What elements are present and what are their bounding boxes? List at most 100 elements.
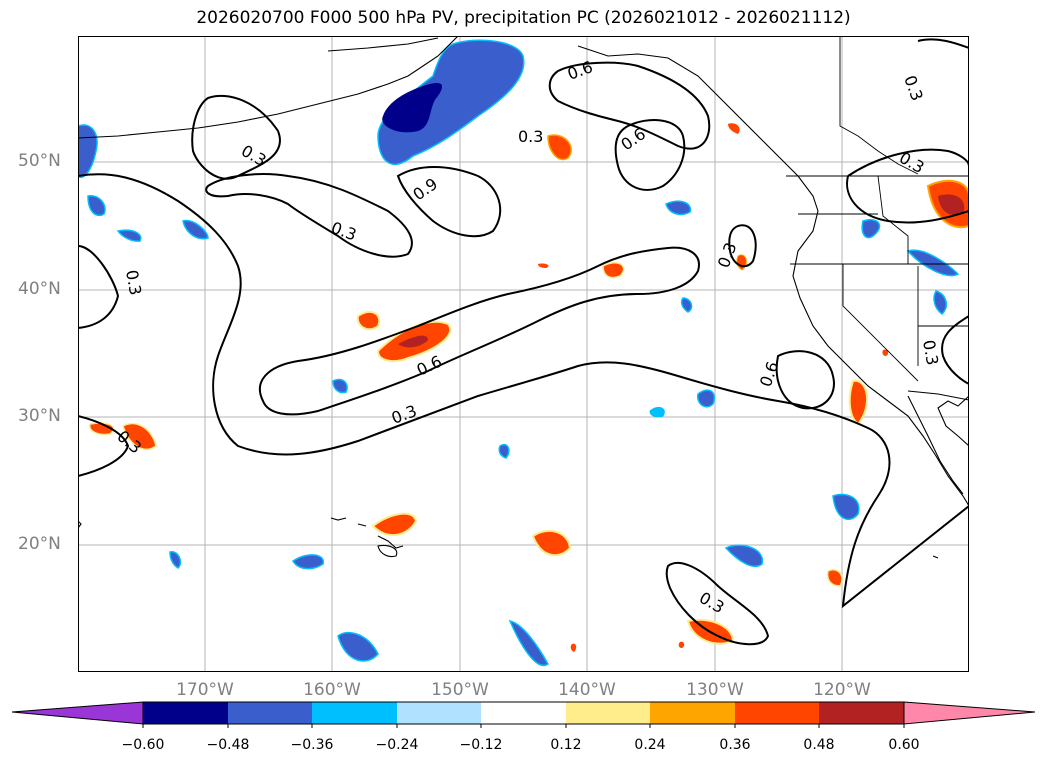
- coast-mexico-mainland: [937, 395, 969, 447]
- precip-blob-p15: [826, 569, 843, 587]
- precip-blob-s4: [649, 406, 665, 418]
- precip-blob-s3: [697, 389, 715, 408]
- lon-label-140w: 140°W: [558, 680, 616, 700]
- contour-0.6-south: [775, 350, 835, 410]
- lon-label-160w: 160°W: [303, 680, 361, 700]
- pv-contours: [78, 38, 969, 646]
- precip-blob-s11: [508, 619, 549, 667]
- contour-0.3-east: [941, 315, 969, 385]
- contour-label-0.3-e: 0.3: [389, 401, 419, 428]
- precip-blob-nv: [906, 249, 960, 277]
- contour-label-0.3-g: 0.3: [696, 588, 728, 617]
- precip-blob-gulf-alaska: [377, 39, 525, 165]
- precip-blob-w4: [182, 219, 209, 240]
- colorbar-extend-low: [11, 701, 144, 725]
- precip-blob-p16: [570, 643, 577, 652]
- precip-blob-central-pac-core: [398, 335, 428, 348]
- contour-label-0.3-b: 0.3: [329, 218, 359, 245]
- border-ca-nv: [842, 264, 919, 382]
- colorbar-tick-4: −0.24: [375, 737, 419, 753]
- coastlines: [78, 36, 969, 559]
- precip-blob-ne-pac: [665, 200, 692, 216]
- contour-0.6-nw: [548, 61, 711, 150]
- precip-blob-p17: [678, 641, 685, 648]
- coast-island-e: [932, 555, 939, 559]
- precip-blob-s7: [724, 544, 763, 568]
- contour-0.3-south: [665, 561, 770, 646]
- colorbar-tick-9: 0.48: [803, 737, 835, 753]
- lon-label-170w: 170°W: [176, 680, 234, 700]
- coast-baja: [907, 395, 964, 495]
- coast-alaska-north: [327, 37, 439, 52]
- precip-blob-p11: [122, 422, 157, 451]
- colorbar-tick-7: 0.24: [634, 737, 666, 753]
- precip-blob-p2: [356, 310, 381, 331]
- precip-blob-s1: [332, 378, 348, 394]
- colorbar-bin-3: [312, 702, 397, 724]
- coast-gulf-alaska: [577, 45, 819, 212]
- contour-0.3-north2: [205, 173, 413, 258]
- lat-label-30n: 30°N: [18, 406, 61, 426]
- colorbar-tick-6: 0.12: [550, 737, 582, 753]
- map-title: 2026020700 F000 500 hPa PV, precipitatio…: [196, 8, 851, 28]
- lat-label-20n: 20°N: [18, 534, 61, 554]
- lon-label-130w: 130°W: [686, 680, 744, 700]
- colorbar-bin-9: [819, 702, 904, 724]
- precip-blob-gulf-alaska-core: [382, 83, 443, 133]
- colorbar-tick-5: −0.12: [459, 737, 503, 753]
- contour-label-0.9: 0.9: [409, 174, 441, 204]
- colorbar-bin-6: [566, 702, 650, 724]
- precip-blob-p6: [728, 123, 740, 134]
- precip-blob-p8: [848, 379, 869, 426]
- colorbar-bin-7: [650, 702, 735, 724]
- precip-blob-w3: [116, 229, 142, 242]
- contour-labels: 0.3 0.3 0.3 0.3 0.3 0.3 0.3 0.3 0.3 0.3 …: [113, 57, 942, 617]
- contour-0.3-west: [78, 245, 120, 329]
- contour-0.6-coast: [728, 224, 757, 268]
- precip-blob-p13: [531, 529, 572, 557]
- colorbar-tick-8: 0.36: [719, 737, 751, 753]
- colorbar-bin-8: [735, 702, 819, 724]
- contour-label-0.6-c: 0.6: [617, 124, 649, 154]
- precip-blob-p3: [547, 134, 572, 161]
- colorbar-tick-3: −0.36: [290, 737, 334, 753]
- coast-hawaii-1: [377, 535, 404, 549]
- contour-0.6-main: [258, 246, 700, 416]
- contour-label-0.3-h: 0.3: [896, 148, 928, 177]
- precip-blob-s6: [832, 493, 860, 521]
- precip-blob-s5: [498, 444, 510, 459]
- contour-0.3-ne: [917, 38, 969, 49]
- contour-label-0.3-i: 0.3: [900, 73, 927, 103]
- colorbar: [11, 701, 1036, 728]
- colorbar-ticks: [142, 724, 905, 728]
- contour-0.6-north: [614, 119, 686, 191]
- contour-label-0.3-a: 0.3: [238, 141, 270, 170]
- colorbar-bin-5: [481, 702, 566, 724]
- contour-label-0.6-b: 0.6: [565, 57, 595, 84]
- political-borders: [786, 36, 969, 401]
- contour-label-0.3-k: 0.3: [714, 240, 741, 270]
- precip-blob-s8: [169, 551, 182, 569]
- colorbar-extend-high: [903, 701, 1036, 725]
- contour-0.3-big: [78, 173, 969, 609]
- coast-west-us: [792, 210, 969, 507]
- precip-blob-pnw-core: [938, 194, 965, 216]
- precip-blob-s10: [337, 631, 379, 662]
- colorbar-bin-4: [397, 702, 481, 724]
- precip-blob-p12: [371, 512, 418, 536]
- precip-blob-p7: [736, 254, 747, 271]
- colorbar-bin-2: [228, 702, 312, 724]
- precip-blob-p5: [538, 263, 549, 268]
- precip-blob-ut: [933, 290, 947, 315]
- precip-blob-p4: [602, 262, 625, 279]
- lon-label-150w: 150°W: [431, 680, 489, 700]
- colorbar-tick-10: 0.60: [888, 737, 920, 753]
- border-us-mexico: [907, 390, 969, 401]
- precip-blob-w2: [87, 195, 106, 217]
- coast-hawaii-3: [330, 517, 347, 521]
- coast-hawaii-2: [377, 544, 398, 558]
- contour-label-0.3-d: 0.3: [518, 127, 543, 146]
- lat-label-40n: 40°N: [18, 279, 61, 299]
- contour-0.3-pnw: [846, 148, 969, 224]
- coast-hawaii-4: [357, 523, 367, 527]
